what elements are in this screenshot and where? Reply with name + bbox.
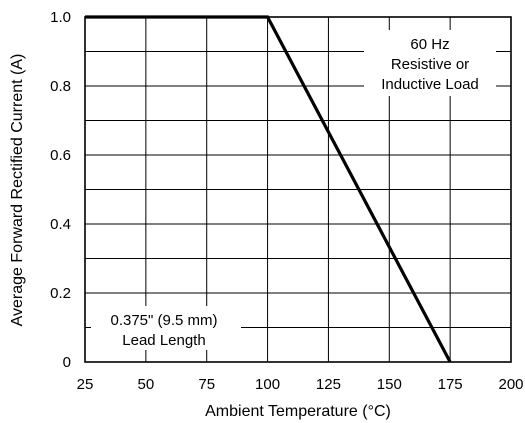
- x-tick-label: 25: [77, 376, 94, 393]
- x-tick-label: 125: [316, 376, 341, 393]
- y-tick-label: 0.4: [50, 216, 71, 233]
- annotation-lead-line-2: Lead Length: [122, 332, 205, 349]
- x-tick-label: 100: [255, 376, 280, 393]
- x-tick-label: 50: [138, 376, 155, 393]
- x-tick-label: 75: [198, 376, 215, 393]
- annotation-load-line-3: Inductive Load: [381, 76, 479, 93]
- tick-labels: 25 50 75 100 125 150 175 200 0 0.2 0.4 0.6 0.8 1.0: [50, 9, 523, 393]
- annotations: 60 Hz Resistive or Inductive Load 0.375"…: [91, 30, 496, 350]
- annotation-load-line-1: 60 Hz: [410, 36, 449, 53]
- x-tick-label: 200: [498, 376, 523, 393]
- y-tick-label: 0.2: [50, 285, 71, 302]
- y-tick-label: 1.0: [50, 9, 71, 26]
- annotation-load-background: [364, 30, 496, 96]
- y-tick-label: 0: [63, 354, 71, 371]
- x-axis-title: Ambient Temperature (°C): [205, 403, 391, 420]
- annotation-load-line-2: Resistive or: [391, 56, 469, 73]
- y-tick-label: 0.8: [50, 78, 71, 95]
- plot-frame: [84, 16, 512, 363]
- y-axis-title: Average Forward Rectified Current (A): [9, 54, 26, 327]
- x-tick-label: 150: [377, 376, 402, 393]
- y-tick-label: 0.6: [50, 147, 71, 164]
- x-tick-label: 175: [438, 376, 463, 393]
- annotation-lead-line-1: 0.375" (9.5 mm): [110, 312, 217, 329]
- annotation-lead-background: [91, 306, 241, 350]
